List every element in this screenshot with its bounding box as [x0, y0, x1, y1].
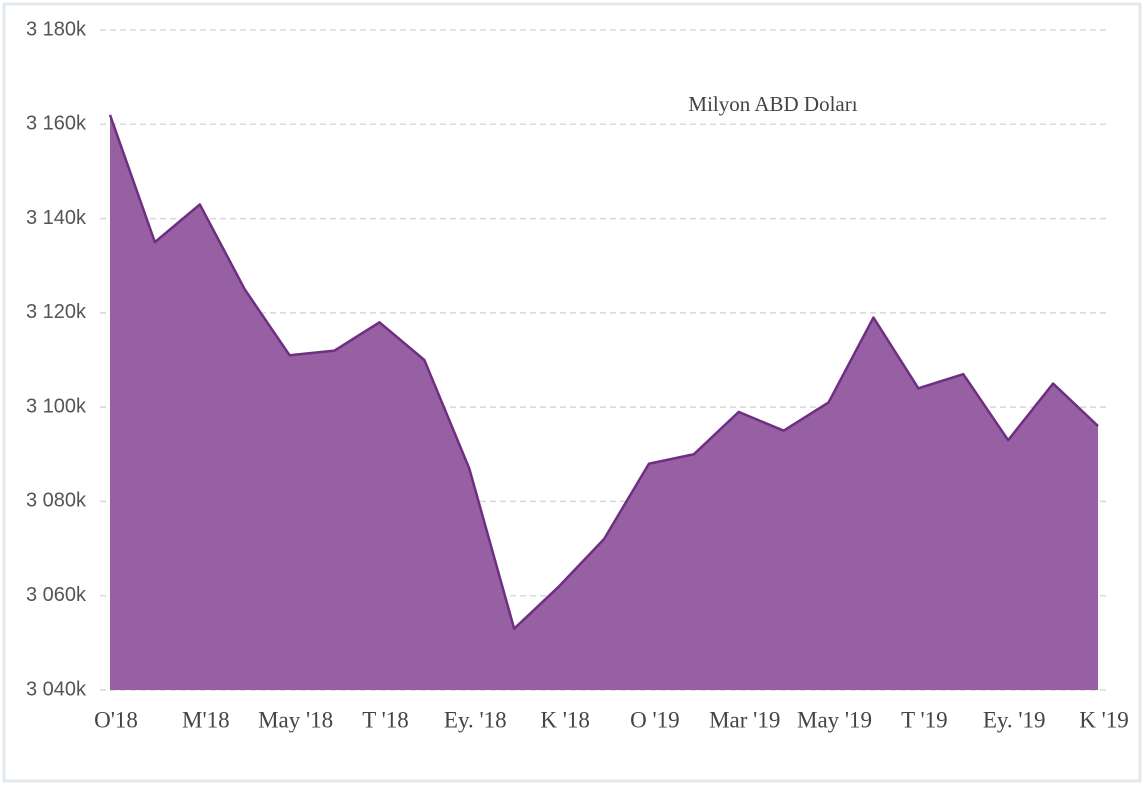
x-tick-label: T '19: [901, 707, 948, 732]
x-tick-label: O '19: [630, 707, 680, 732]
x-tick-label: May '19: [797, 707, 872, 732]
y-tick-label: 3 160k: [26, 113, 87, 135]
y-tick-label: 3 100k: [26, 395, 87, 417]
x-tick-label: Ey. '18: [444, 707, 507, 732]
area: [110, 114, 1098, 691]
x-tick-label: O'18: [94, 707, 138, 732]
y-tick-label: 3 120k: [26, 301, 87, 323]
x-tick-label: T '18: [362, 707, 409, 732]
x-tick-label: K '19: [1079, 707, 1129, 732]
x-tick-label: May '18: [258, 707, 333, 732]
y-tick-label: 3 080k: [26, 490, 87, 512]
annotation: Milyon ABD Doları: [688, 92, 857, 116]
x-tick-label: K '18: [540, 707, 590, 732]
y-tick-label: 3 060k: [26, 584, 87, 606]
y-tick-label: 3 040k: [26, 678, 87, 700]
x-tick-label: Ey. '19: [983, 707, 1046, 732]
x-tick-label: M'18: [182, 707, 230, 732]
line: [108, 114, 1099, 630]
y-tick-label: 3 180k: [26, 18, 87, 40]
y-tick-label: 3 140k: [26, 207, 87, 229]
x-tick-label: Mar '19: [709, 707, 780, 732]
